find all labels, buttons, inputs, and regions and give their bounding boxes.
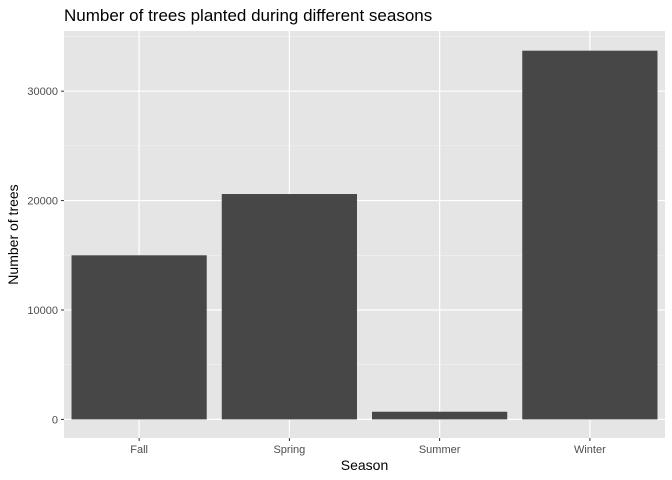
x-tick-label: Summer: [419, 444, 461, 456]
bar-spring: [221, 194, 357, 420]
bar-summer: [372, 411, 508, 420]
x-tick-label: Fall: [130, 444, 148, 456]
y-tick-label: 0: [52, 414, 58, 426]
x-tick-label: Winter: [574, 444, 606, 456]
x-tick-label: Spring: [273, 444, 305, 456]
y-axis: 0 10000 20000 30000: [27, 86, 64, 426]
y-tick-label: 30000: [27, 86, 58, 98]
y-tick-label: 10000: [27, 305, 58, 317]
x-axis-title: Season: [341, 457, 388, 473]
y-axis-title: Number of trees: [5, 184, 21, 284]
bar-fall: [71, 255, 207, 420]
y-tick-label: 20000: [27, 196, 58, 208]
x-axis: Fall Spring Summer Winter: [130, 438, 606, 456]
chart-title: Number of trees planted during different…: [64, 6, 432, 25]
bars: [71, 50, 658, 420]
bar-winter: [522, 50, 658, 420]
